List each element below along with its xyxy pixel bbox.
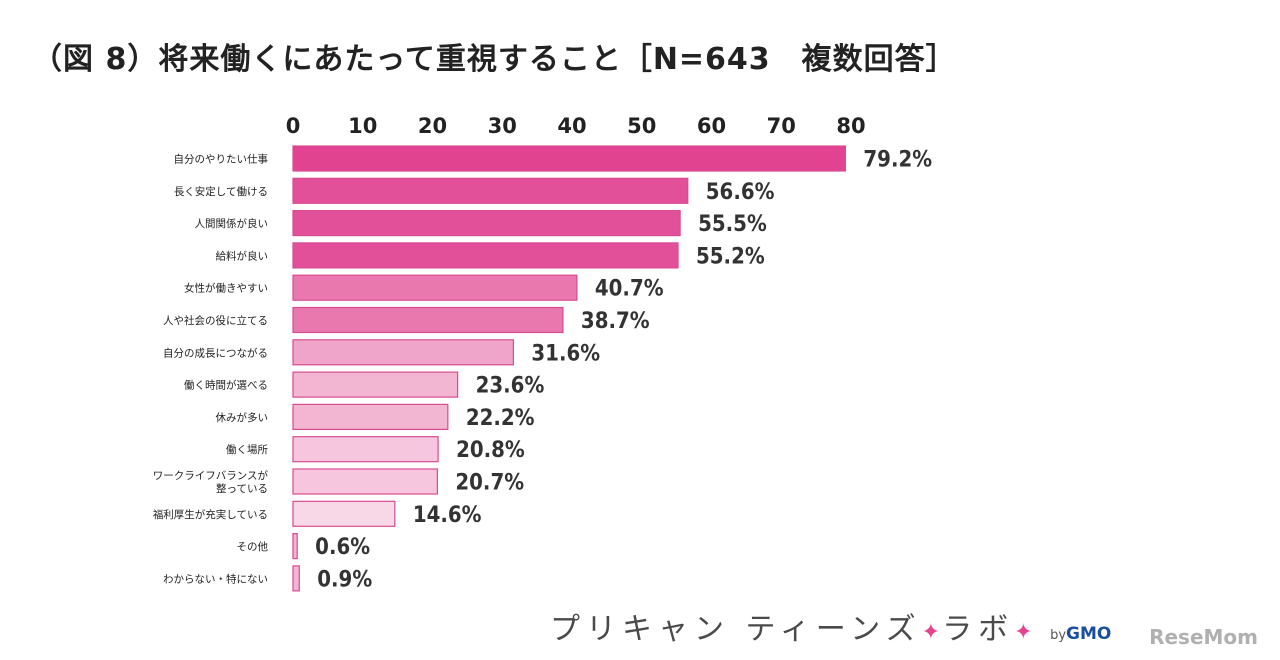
bar xyxy=(292,177,689,204)
bar xyxy=(292,242,679,269)
bar xyxy=(292,210,681,237)
value-label: 40.7% xyxy=(595,277,664,302)
x-tick-label: 10 xyxy=(348,114,377,138)
value-label: 56.6% xyxy=(706,180,775,205)
value-label: 79.2% xyxy=(863,148,932,173)
value-label: 20.8% xyxy=(456,438,525,463)
value-label: 55.5% xyxy=(698,212,767,237)
x-tick-label: 0 xyxy=(286,114,301,138)
category-label: 休みが多い xyxy=(216,411,269,424)
brand-company: GMO xyxy=(1066,624,1112,644)
category-label: 働く時間が選べる xyxy=(184,379,268,392)
value-label: 0.6% xyxy=(315,535,370,560)
value-label: 38.7% xyxy=(581,309,650,334)
bar xyxy=(292,532,298,560)
category-label: 働く場所 xyxy=(226,443,268,456)
category-label: 自分のやりたい仕事 xyxy=(174,153,269,166)
value-label: 20.7% xyxy=(455,471,524,496)
category-label: 人間関係が良い xyxy=(195,217,269,230)
bar xyxy=(292,339,515,366)
bar xyxy=(292,371,459,398)
x-tick-label: 40 xyxy=(557,114,586,138)
value-label: 22.2% xyxy=(466,406,535,431)
bar xyxy=(292,403,449,430)
category-label: 長く安定して働ける xyxy=(174,185,268,198)
category-label: ワークライフバランスが xyxy=(153,469,269,482)
category-label: 給料が良い xyxy=(216,249,269,262)
bar xyxy=(292,500,396,527)
x-tick-label: 80 xyxy=(836,114,865,138)
watermark: ReseMom xyxy=(1149,625,1258,649)
bar xyxy=(292,468,438,495)
category-label: 自分の成長につながる xyxy=(163,346,268,359)
brand-sub: ラボ xyxy=(942,612,1015,647)
category-label: 福利厚生が充実している xyxy=(153,508,268,521)
bar xyxy=(292,145,847,172)
sparkle-icon: ✦ xyxy=(1014,620,1035,645)
category-label: 女性が働きやすい xyxy=(184,282,268,295)
sparkle-icon: ✦ xyxy=(921,620,943,645)
brand-logo: プリキャン ティーンズ✦ラボ✦ byGMO xyxy=(550,604,1111,648)
value-label: 31.6% xyxy=(531,341,600,366)
category-label: 整っている xyxy=(216,482,268,495)
brand-by: by xyxy=(1050,628,1067,643)
x-tick-label: 30 xyxy=(488,114,517,138)
bar xyxy=(292,436,439,463)
value-label: 14.6% xyxy=(413,503,482,528)
category-label: 人や社会の役に立てる xyxy=(163,314,268,327)
chart-title: （図 8）将来働くにあたって重視すること［N=643 複数回答］ xyxy=(32,42,957,77)
brand-name: プリキャン ティーンズ xyxy=(550,612,922,647)
category-label: わからない・特にない xyxy=(163,573,268,585)
bar xyxy=(292,306,564,334)
bar xyxy=(292,274,578,301)
value-label: 23.6% xyxy=(476,374,545,399)
bar xyxy=(292,565,300,592)
value-label: 0.9% xyxy=(317,567,372,592)
category-label: その他 xyxy=(237,540,269,553)
x-tick-label: 20 xyxy=(418,114,447,138)
value-label: 55.2% xyxy=(696,244,765,269)
x-tick-label: 60 xyxy=(697,114,726,138)
x-tick-label: 70 xyxy=(767,114,796,138)
x-tick-label: 50 xyxy=(627,114,656,138)
bar-chart: 0 10 20 30 40 50 60 70 80 自分のやりたい仕事 79.2% 長く安定して働ける… xyxy=(153,114,933,592)
